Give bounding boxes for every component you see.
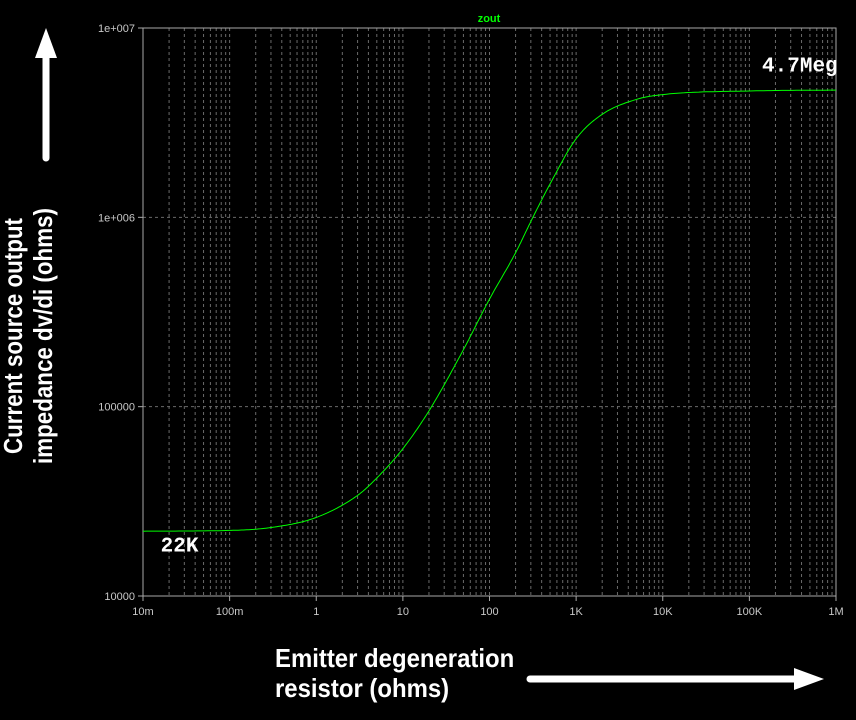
tick-labels: 10m 100m 1 10 100 1K 10K 100K 1M 10000 100000 1e+00… (98, 23, 844, 618)
x-axis-title-line-1: Emitter degeneration (275, 643, 515, 673)
x-tick-label: 1 (313, 606, 319, 618)
annotations: 22K 4.7Meg (161, 55, 838, 558)
y-axis-title: Current source output impedance dv/di (o… (0, 160, 88, 513)
y-axis-title-line-2: impedance dv/di (ohms) (28, 208, 58, 464)
annotation-max-value: 4.7Meg (762, 55, 838, 78)
x-tick-label: 1K (569, 606, 583, 618)
y-tick-label: 10000 (104, 591, 135, 603)
y-axis-title-line-1: Current source output (0, 217, 28, 455)
arrow-up-icon (35, 28, 57, 162)
x-tick-label: 100 (480, 606, 498, 618)
y-tick-label: 1e+006 (98, 212, 135, 224)
grid (142, 27, 837, 597)
x-tick-label: 10K (653, 606, 673, 618)
x-axis-title-line-2: resistor (ohms) (275, 673, 450, 703)
x-tick-label: 10 (397, 606, 409, 618)
series-title[interactable]: zout (478, 13, 501, 25)
arrow-right-icon (526, 668, 824, 690)
annotation-min-value: 22K (161, 535, 199, 558)
x-tick-label: 1M (828, 606, 843, 618)
x-tick-label: 100m (216, 606, 244, 618)
y-tick-label: 100000 (98, 402, 135, 414)
x-tick-label: 10m (132, 606, 153, 618)
series-line-zout[interactable] (142, 89, 836, 532)
x-tick-label: 100K (737, 606, 763, 618)
x-axis-title: Emitter degeneration resistor (ohms) (275, 643, 514, 703)
y-tick-label: 1e+007 (98, 23, 135, 35)
